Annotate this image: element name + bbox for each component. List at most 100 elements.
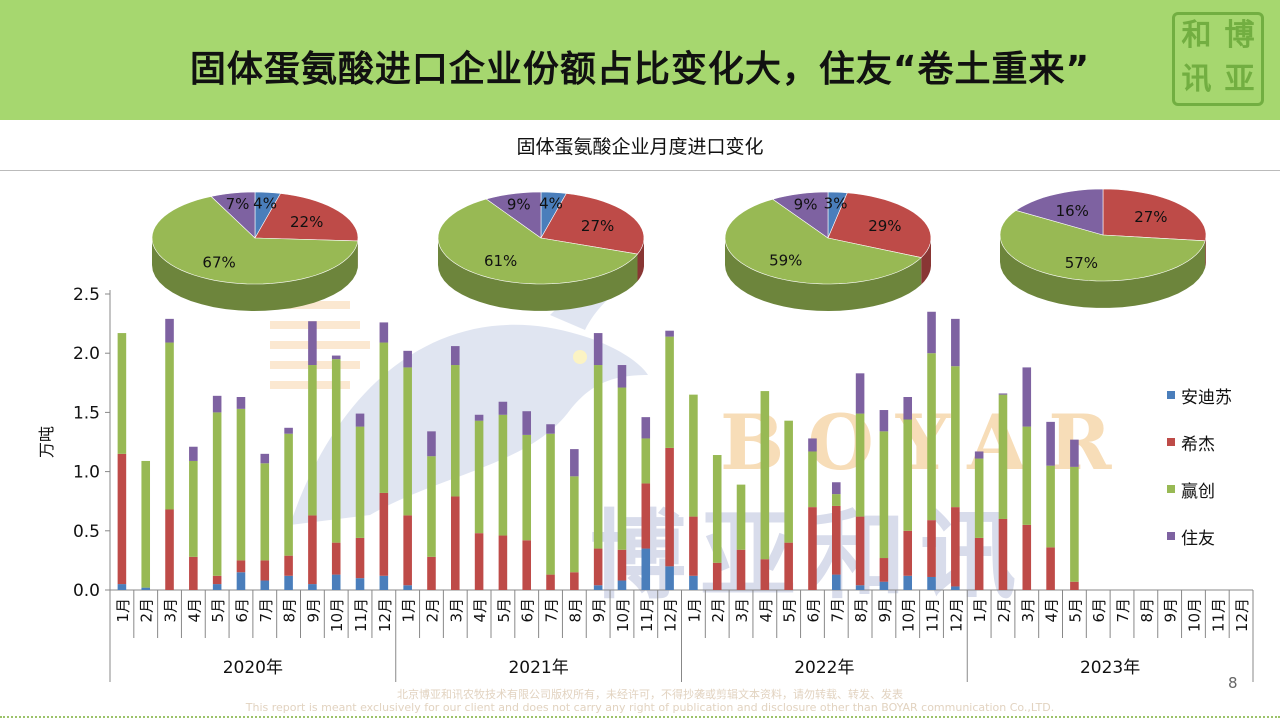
legend-label: 安迪苏: [1181, 388, 1232, 408]
bar-segment: [212, 412, 222, 576]
bar-segment: [189, 556, 198, 590]
pie-side: [725, 238, 922, 311]
bar-segment: [308, 321, 317, 366]
bar-segment: [974, 451, 984, 459]
month-tick-label: 12月: [947, 598, 965, 632]
bar-segment: [998, 393, 1008, 395]
pie-chart: 3% 29% 59% 9%: [724, 191, 932, 311]
bar-segment: [570, 476, 579, 573]
bar-segment: [879, 558, 889, 582]
seal-char: 博: [1224, 18, 1255, 53]
pie-slice: [827, 192, 932, 258]
chart-title: 固体蛋氨酸企业月度进口变化: [516, 136, 764, 158]
pie-data-label: 9%: [794, 196, 818, 214]
bar-segment: [355, 426, 365, 538]
bar-segment: [593, 365, 603, 549]
bar-segment: [641, 417, 651, 439]
bar-segment: [951, 318, 960, 367]
month-tick-label: 3月: [162, 598, 180, 623]
month-tick-label: 9月: [876, 598, 894, 623]
bar-segment: [379, 492, 389, 576]
bar-segment: [641, 438, 651, 484]
bar-segment: [546, 424, 555, 434]
y-tick-label: 2.5: [73, 285, 100, 305]
bar-segment: [331, 542, 341, 575]
bar-segment: [236, 560, 246, 573]
pie-slice: [772, 191, 829, 239]
pie-data-label: 67%: [202, 254, 235, 272]
bar-segment: [474, 414, 484, 421]
seal-char: 和: [1181, 18, 1212, 53]
bar-segment: [617, 549, 627, 581]
bar-segment: [546, 433, 555, 575]
y-tick-label: 0.5: [73, 522, 100, 542]
pie-slice: [724, 198, 922, 285]
bar-segment: [189, 460, 198, 557]
bar-segment: [617, 387, 627, 550]
month-tick-label: 1月: [971, 598, 989, 623]
month-tick-label: 4月: [757, 598, 775, 623]
bar-segment: [1070, 581, 1079, 590]
bar-segment: [284, 555, 293, 576]
bar-segment: [498, 414, 508, 536]
bar-segment: [379, 342, 389, 493]
pie-side: [152, 238, 358, 311]
pie-data-label: 16%: [1056, 202, 1089, 220]
bar-segment: [1070, 439, 1079, 467]
bar-segment: [974, 537, 984, 590]
bar-segment: [450, 496, 460, 590]
bar-segment: [998, 394, 1008, 519]
bar-segment: [1022, 426, 1032, 525]
bar-segment: [593, 333, 603, 366]
bar-segment: [951, 507, 960, 587]
bar-segment: [427, 456, 436, 557]
month-tick-label: 6月: [804, 598, 822, 623]
bar-segment: [831, 494, 841, 506]
y-tick-label: 1.0: [73, 463, 100, 483]
bar-segment: [308, 515, 317, 585]
bar-segment: [212, 395, 222, 413]
bar-segment: [403, 585, 412, 590]
bar-segment: [117, 453, 127, 585]
pie-data-label: 9%: [507, 196, 531, 214]
y-axis-label: 万吨: [37, 426, 56, 458]
month-tick-label: 9月: [590, 598, 608, 623]
pie-slice: [437, 198, 639, 285]
legend-label: 赢创: [1181, 482, 1215, 502]
pie-slice: [1015, 188, 1104, 236]
bar-segment: [331, 359, 341, 543]
bar-segment: [689, 394, 698, 517]
bar-segment: [260, 560, 270, 581]
pie-slice: [151, 196, 359, 285]
bar-segment: [355, 537, 365, 579]
bar-segment: [189, 446, 198, 461]
pie-data-label: 4%: [539, 194, 563, 212]
bar-segment: [665, 330, 674, 337]
pie-data-label: 7%: [226, 195, 250, 213]
bar-segment: [831, 574, 841, 590]
month-tick-label: 11月: [1209, 598, 1227, 632]
bar-segment: [951, 366, 960, 508]
month-tick-label: 2月: [423, 598, 441, 623]
bar-segment: [1046, 547, 1055, 590]
month-tick-label: 1月: [400, 598, 418, 623]
seal-char: 讯: [1181, 62, 1212, 97]
bar-segment: [284, 575, 293, 590]
pie-chart: 4% 27% 61% 9%: [437, 191, 645, 311]
month-tick-label: 3月: [1019, 598, 1037, 623]
bar-segment: [236, 572, 246, 590]
month-tick-label: 9月: [304, 598, 322, 623]
bar-segment: [927, 353, 936, 521]
legend-label: 希杰: [1181, 435, 1215, 455]
month-tick-label: 4月: [1043, 598, 1061, 623]
company-seal-logo: 和 博 讯 亚: [1172, 12, 1264, 106]
bar-segment: [570, 449, 579, 477]
bar-segment: [284, 433, 293, 556]
bar-segment: [927, 311, 936, 354]
bar-segment: [927, 520, 936, 577]
bar-segment: [1022, 524, 1032, 590]
bar-segment: [1070, 466, 1079, 582]
month-tick-label: 6月: [1090, 598, 1108, 623]
bar-segment: [284, 427, 293, 434]
bar-segment: [165, 318, 174, 343]
